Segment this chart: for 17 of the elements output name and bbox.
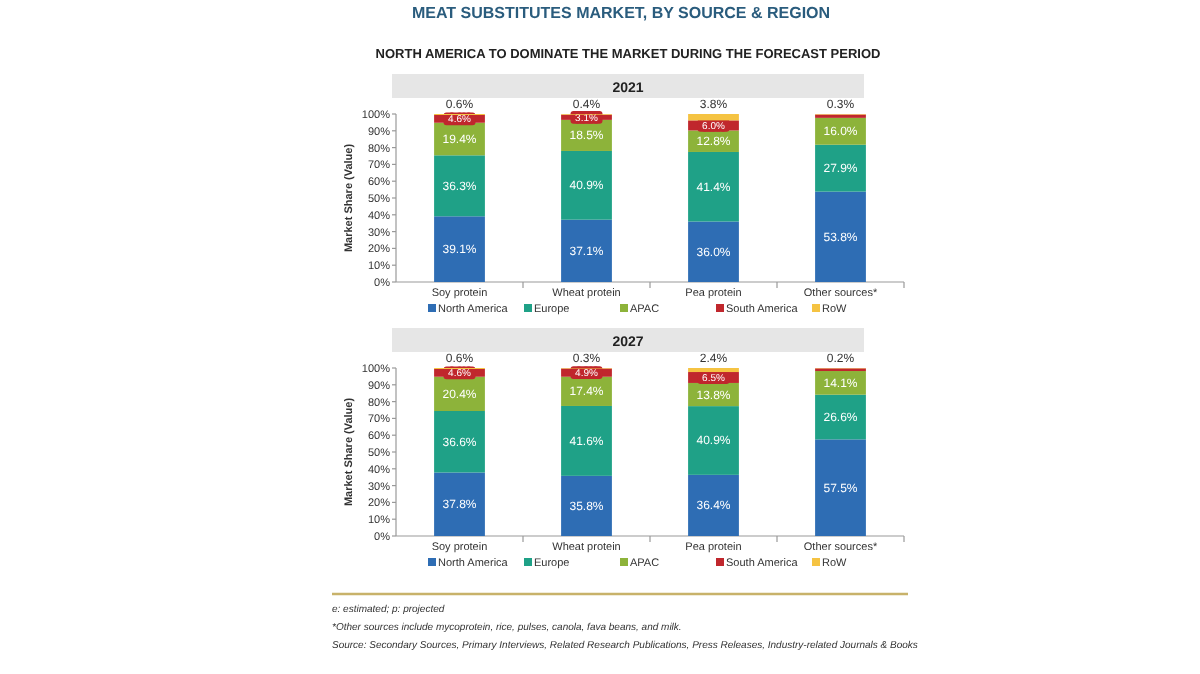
bar	[561, 219, 612, 282]
bar	[561, 405, 612, 476]
bar	[815, 439, 866, 536]
bar	[815, 191, 866, 282]
bar	[688, 221, 739, 282]
bar	[815, 144, 866, 192]
text: MEAT SUBSTITUTES MARKET, BY SOURCE & REGION	[412, 4, 831, 22]
bar	[688, 474, 739, 536]
bar	[434, 472, 485, 536]
bar	[815, 394, 866, 440]
bar	[434, 411, 485, 473]
bar	[688, 151, 739, 222]
bar	[688, 406, 739, 475]
bar	[434, 216, 485, 282]
bar	[434, 155, 485, 217]
bar	[561, 150, 612, 220]
bar	[561, 475, 612, 536]
